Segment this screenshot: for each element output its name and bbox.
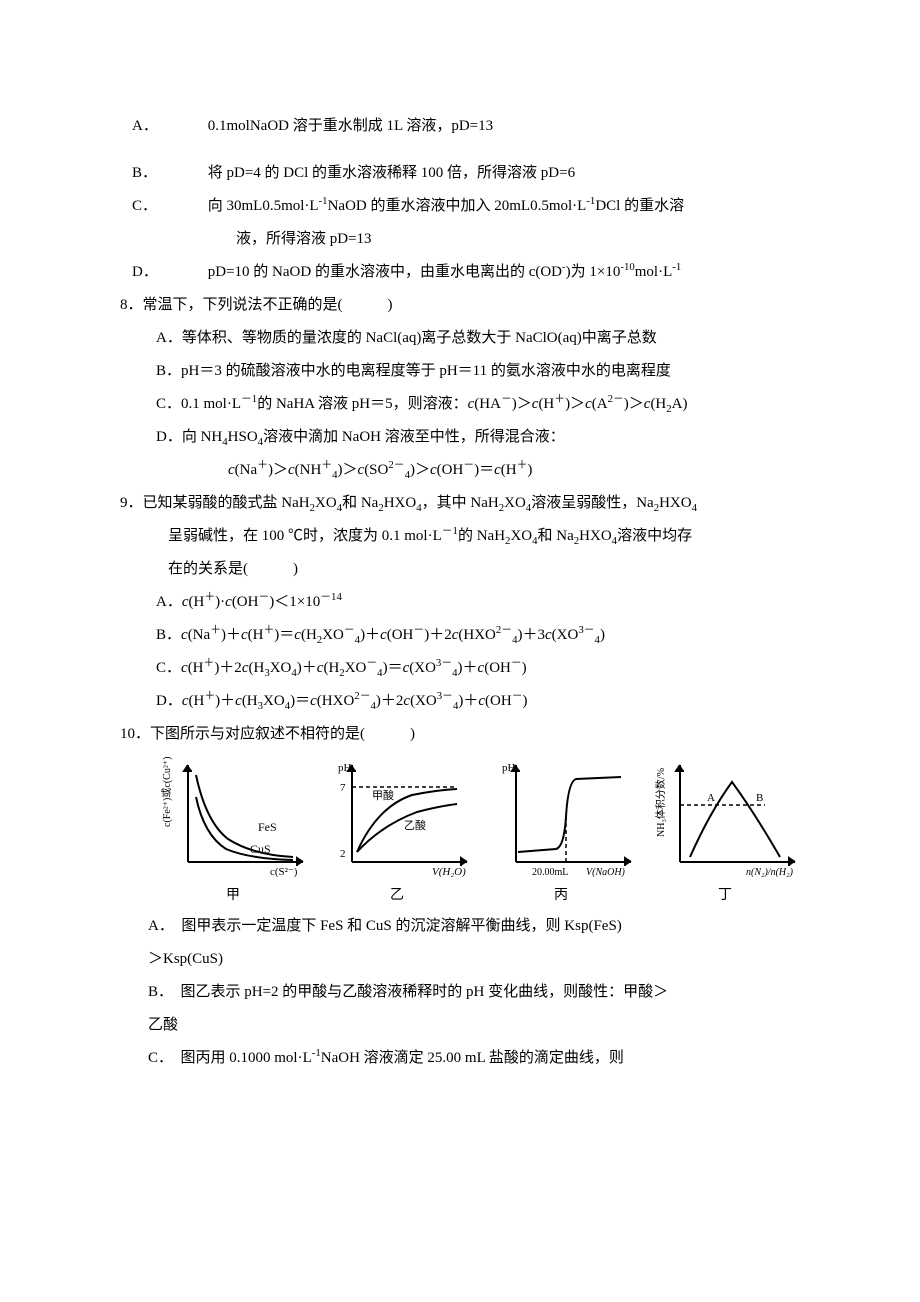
q7-option-c-line2: 液，所得溶液 pD=13 xyxy=(120,223,800,256)
q7-option-b: B． 将 pD=4 的 DCl 的重水溶液稀释 100 倍，所得溶液 pD=6 xyxy=(156,157,800,190)
q10-option-b-line1: B． 图乙表示 pH=2 的甲酸与乙酸溶液稀释时的 pH 变化曲线，则酸性：甲酸… xyxy=(120,976,800,1009)
opt-label: D． xyxy=(168,256,204,289)
svg-text:A: A xyxy=(707,792,715,804)
q10-option-b-line2: 乙酸 xyxy=(120,1009,800,1042)
q8-option-d-line1: D．向 NH4HSO4溶液中滴加 NaOH 溶液至中性，所得混合液： xyxy=(120,421,800,454)
q8-option-b: B．pH＝3 的硫酸溶液中水的电离程度等于 pH＝11 的氨水溶液中水的电离程度 xyxy=(120,355,800,388)
q9-option-a: A．c(H＋)·c(OH－)＜1×10－14 xyxy=(120,586,800,619)
svg-text:V(H₂O): V(H₂O) xyxy=(432,866,466,877)
q7-option-d: D． pD=10 的 NaOD 的重水溶液中，由重水电离出的 c(OD-)为 1… xyxy=(156,256,800,289)
q9-stem-line2: 呈弱碱性，在 100 ℃时，浓度为 0.1 mol·L－1的 NaH2XO4和 … xyxy=(120,520,800,553)
q7-option-c: C． 向 30mL0.5mol·L-1NaOD 的重水溶液中加入 20mL0.5… xyxy=(156,190,800,223)
q10-option-a-line2: ＞Ksp(CuS) xyxy=(120,943,800,976)
svg-text:pH: pH xyxy=(338,762,352,774)
q10-figures: FeS CuS c(S²⁻) c(Fe²⁺)或c(Cu²⁺) 7 2 甲酸 乙酸… xyxy=(158,757,800,877)
q10-option-a-line1: A． 图甲表示一定温度下 FeS 和 CuS 的沉淀溶解平衡曲线，则 Ksp(F… xyxy=(120,910,800,943)
svg-text:V(NaOH): V(NaOH) xyxy=(586,867,626,877)
caption-yi: 乙 xyxy=(322,879,472,910)
q9-option-d: D．c(H＋)＋c(H3XO4)＝c(HXO2－4)＋2c(XO3－4)＋c(O… xyxy=(120,685,800,718)
q8-option-d-line2: c(Na＋)＞c(NH＋4)＞c(SO2－4)＞c(OH－)＝c(H＋) xyxy=(120,454,800,487)
svg-text:B: B xyxy=(756,792,763,804)
caption-bing: 丙 xyxy=(486,879,636,910)
svg-text:CuS: CuS xyxy=(250,842,271,856)
opt-text: pD=10 的 NaOD 的重水溶液中，由重水电离出的 c(OD-)为 1×10… xyxy=(208,264,682,280)
svg-text:2: 2 xyxy=(340,848,346,860)
q9-stem-line3: 在的关系是( ) xyxy=(120,553,800,586)
q10-captions: 甲 乙 丙 丁 xyxy=(158,879,800,910)
figure-jia: FeS CuS c(S²⁻) c(Fe²⁺)或c(Cu²⁺) xyxy=(158,757,308,877)
caption-ding: 丁 xyxy=(650,879,800,910)
svg-text:7: 7 xyxy=(340,782,346,794)
svg-text:NH₃体积分数/%: NH₃体积分数/% xyxy=(654,768,667,837)
figure-bing: 20.00mL V(NaOH) pH xyxy=(486,757,636,877)
svg-text:20.00mL: 20.00mL xyxy=(532,867,568,877)
caption-jia: 甲 xyxy=(158,879,308,910)
q9-option-c: C．c(H＋)＋2c(H3XO4)＋c(H2XO－4)＝c(XO3－4)＋c(O… xyxy=(120,652,800,685)
opt-text: 将 pD=4 的 DCl 的重水溶液稀释 100 倍，所得溶液 pD=6 xyxy=(208,165,575,181)
q10-stem: 10．下图所示与对应叙述不相符的是( ) xyxy=(120,718,800,751)
opt-text: 0.1molNaOD 溶于重水制成 1L 溶液，pD=13 xyxy=(208,118,493,134)
q7-option-a: A． 0.1molNaOD 溶于重水制成 1L 溶液，pD=13 xyxy=(156,110,800,143)
svg-text:c(Fe²⁺)或c(Cu²⁺): c(Fe²⁺)或c(Cu²⁺) xyxy=(161,757,173,827)
opt-label: B． xyxy=(168,157,204,190)
q8-stem: 8．常温下，下列说法不正确的是( ) xyxy=(120,289,800,322)
svg-text:c(S²⁻): c(S²⁻) xyxy=(270,866,298,877)
svg-text:n(N₂)/n(H₂): n(N₂)/n(H₂) xyxy=(746,867,794,877)
opt-text: 向 30mL0.5mol·L-1NaOD 的重水溶液中加入 20mL0.5mol… xyxy=(208,198,684,214)
q10-option-c-line1: C． 图丙用 0.1000 mol·L-1NaOH 溶液滴定 25.00 mL … xyxy=(120,1042,800,1075)
svg-text:乙酸: 乙酸 xyxy=(404,818,426,832)
svg-text:甲酸: 甲酸 xyxy=(372,788,394,802)
page-container: A． 0.1molNaOD 溶于重水制成 1L 溶液，pD=13 B． 将 pD… xyxy=(0,0,920,1155)
q8-option-a: A．等体积、等物质的量浓度的 NaCl(aq)离子总数大于 NaClO(aq)中… xyxy=(120,322,800,355)
q9-stem-line1: 9．已知某弱酸的酸式盐 NaH2XO4和 Na2HXO4，其中 NaH2XO4溶… xyxy=(120,487,800,520)
opt-label: A． xyxy=(168,110,204,143)
q9-option-b: B．c(Na＋)＋c(H＋)＝c(H2XO－4)＋c(OH－)＋2c(HXO2－… xyxy=(120,619,800,652)
svg-text:FeS: FeS xyxy=(258,820,277,834)
opt-label: C． xyxy=(168,190,204,223)
figure-ding: A B n(N₂)/n(H₂) NH₃体积分数/% xyxy=(650,757,800,877)
svg-text:pH: pH xyxy=(502,762,516,774)
figure-yi: 7 2 甲酸 乙酸 V(H₂O) pH xyxy=(322,757,472,877)
q8-option-c: C．0.1 mol·L－1的 NaHA 溶液 pH＝5，则溶液：c(HA－)＞c… xyxy=(120,388,800,421)
